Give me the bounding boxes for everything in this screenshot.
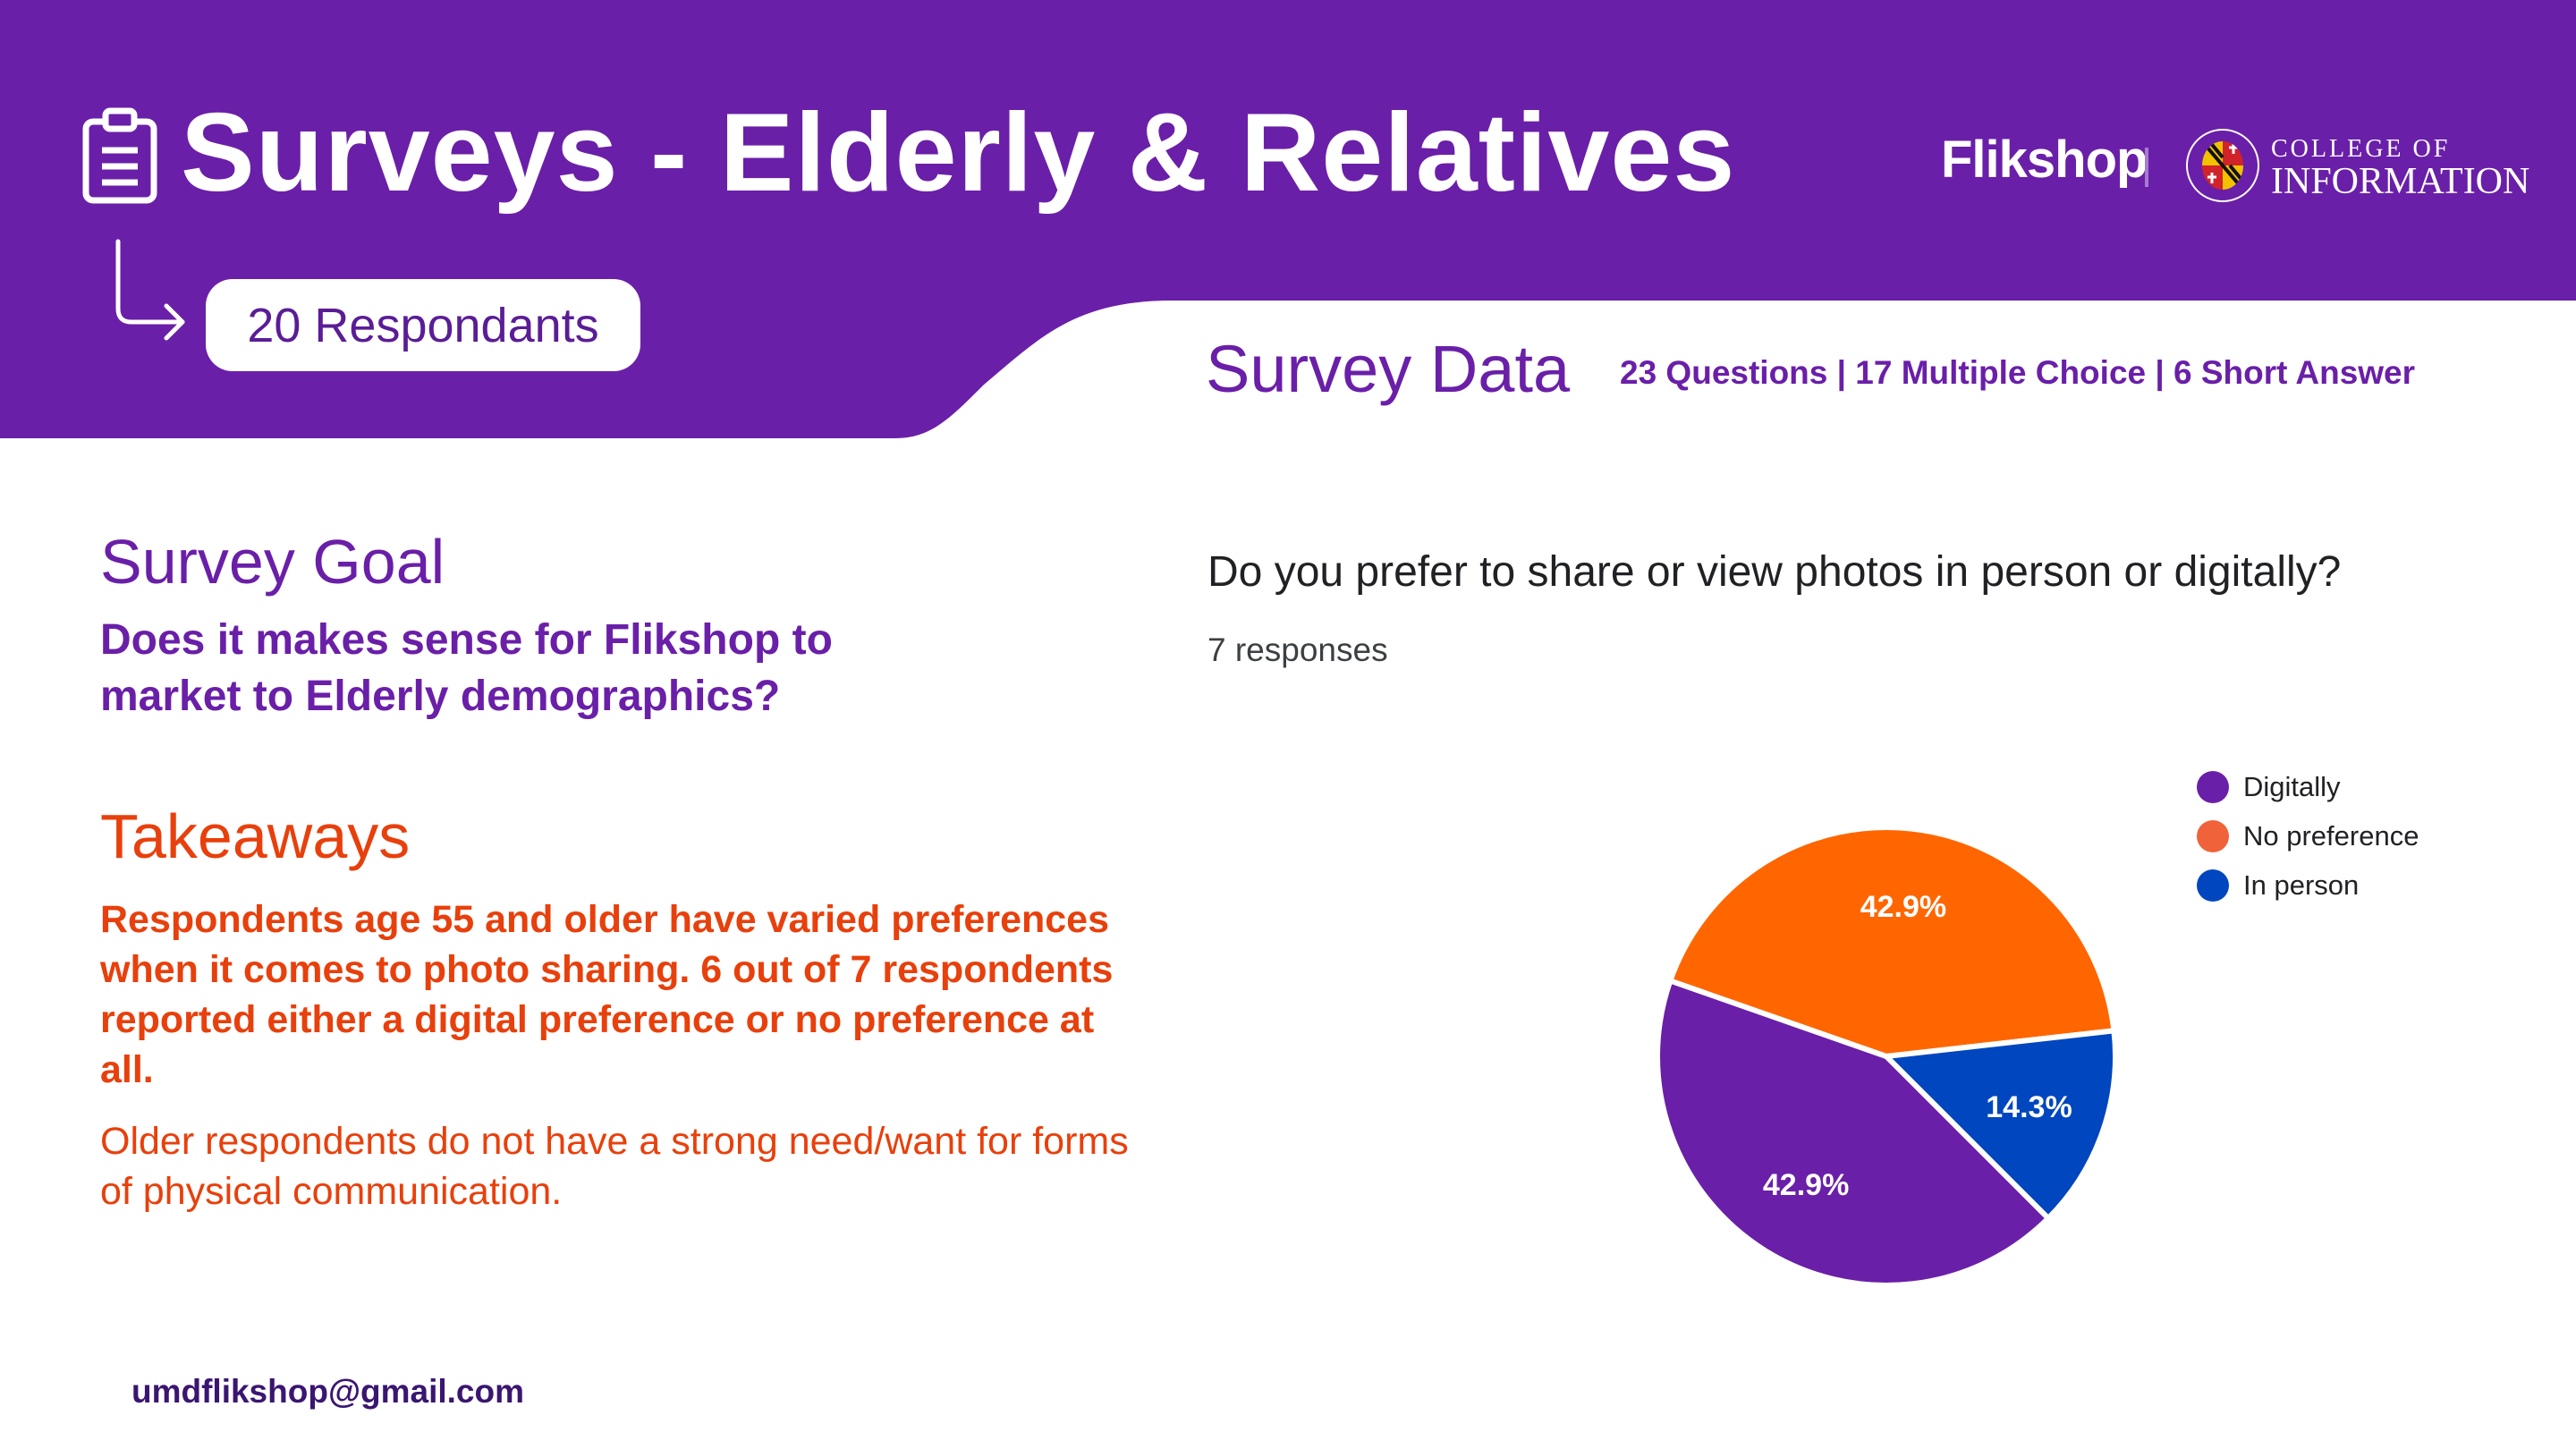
takeaways-text: Older respondents do not have a strong n…	[100, 1120, 1129, 1213]
legend-item-in-person: In person	[2197, 869, 2359, 902]
legend-item-no-preference: No preference	[2197, 820, 2419, 852]
survey-goal-heading: Survey Goal	[100, 527, 445, 597]
arrow-down-right-icon	[115, 239, 185, 341]
legend-label: No preference	[2243, 820, 2419, 852]
legend-item-digitally: Digitally	[2197, 771, 2341, 803]
pie-slice-in-person	[1880, 1028, 2118, 1223]
legend-label: In person	[2243, 869, 2360, 901]
flikshop-logo: Flikshop	[1941, 131, 2148, 189]
clipboard-icon	[82, 107, 157, 204]
header-banner	[0, 0, 2576, 438]
response-count: 7 responses	[1208, 631, 1388, 668]
survey-stats: 23 Questions | 17 Multiple Choice | 6 Sh…	[1620, 354, 2416, 391]
pie-slice-no-preference	[1666, 825, 2117, 1060]
survey-data-heading: Survey Data	[1206, 332, 1571, 406]
legend-label: Digitally	[2243, 771, 2341, 802]
takeaways-bold-text: Respondents age 55 and older have varied…	[100, 898, 1114, 1091]
legend-swatch	[2197, 869, 2229, 902]
pie-data-label: 42.9%	[1860, 890, 1946, 924]
information-text: INFORMATION	[2271, 161, 2530, 202]
pie-data-label: 14.3%	[1986, 1090, 2072, 1124]
pie-slice-digitally	[1655, 977, 2053, 1288]
college-of-text: COLLEGE OF	[2271, 135, 2451, 163]
respondents-badge: 20 Respondants	[206, 279, 640, 371]
legend-swatch	[2197, 820, 2229, 852]
contact-email: umdflikshop@gmail.com	[131, 1373, 525, 1410]
college-of-information-logo: COLLEGE OF INFORMATION	[2271, 135, 2530, 202]
page-title: Surveys - Elderly & Relatives	[181, 91, 1736, 215]
takeaways-heading: Takeaways	[100, 801, 411, 871]
legend-swatch	[2197, 771, 2229, 803]
logo-divider	[2145, 148, 2148, 187]
question-title: Do you prefer to share or view photos in…	[1208, 548, 2342, 596]
survey-goal-question: Does it makes sense for Flikshop to mark…	[100, 616, 833, 720]
pie-data-label: 42.9%	[1763, 1168, 1849, 1202]
